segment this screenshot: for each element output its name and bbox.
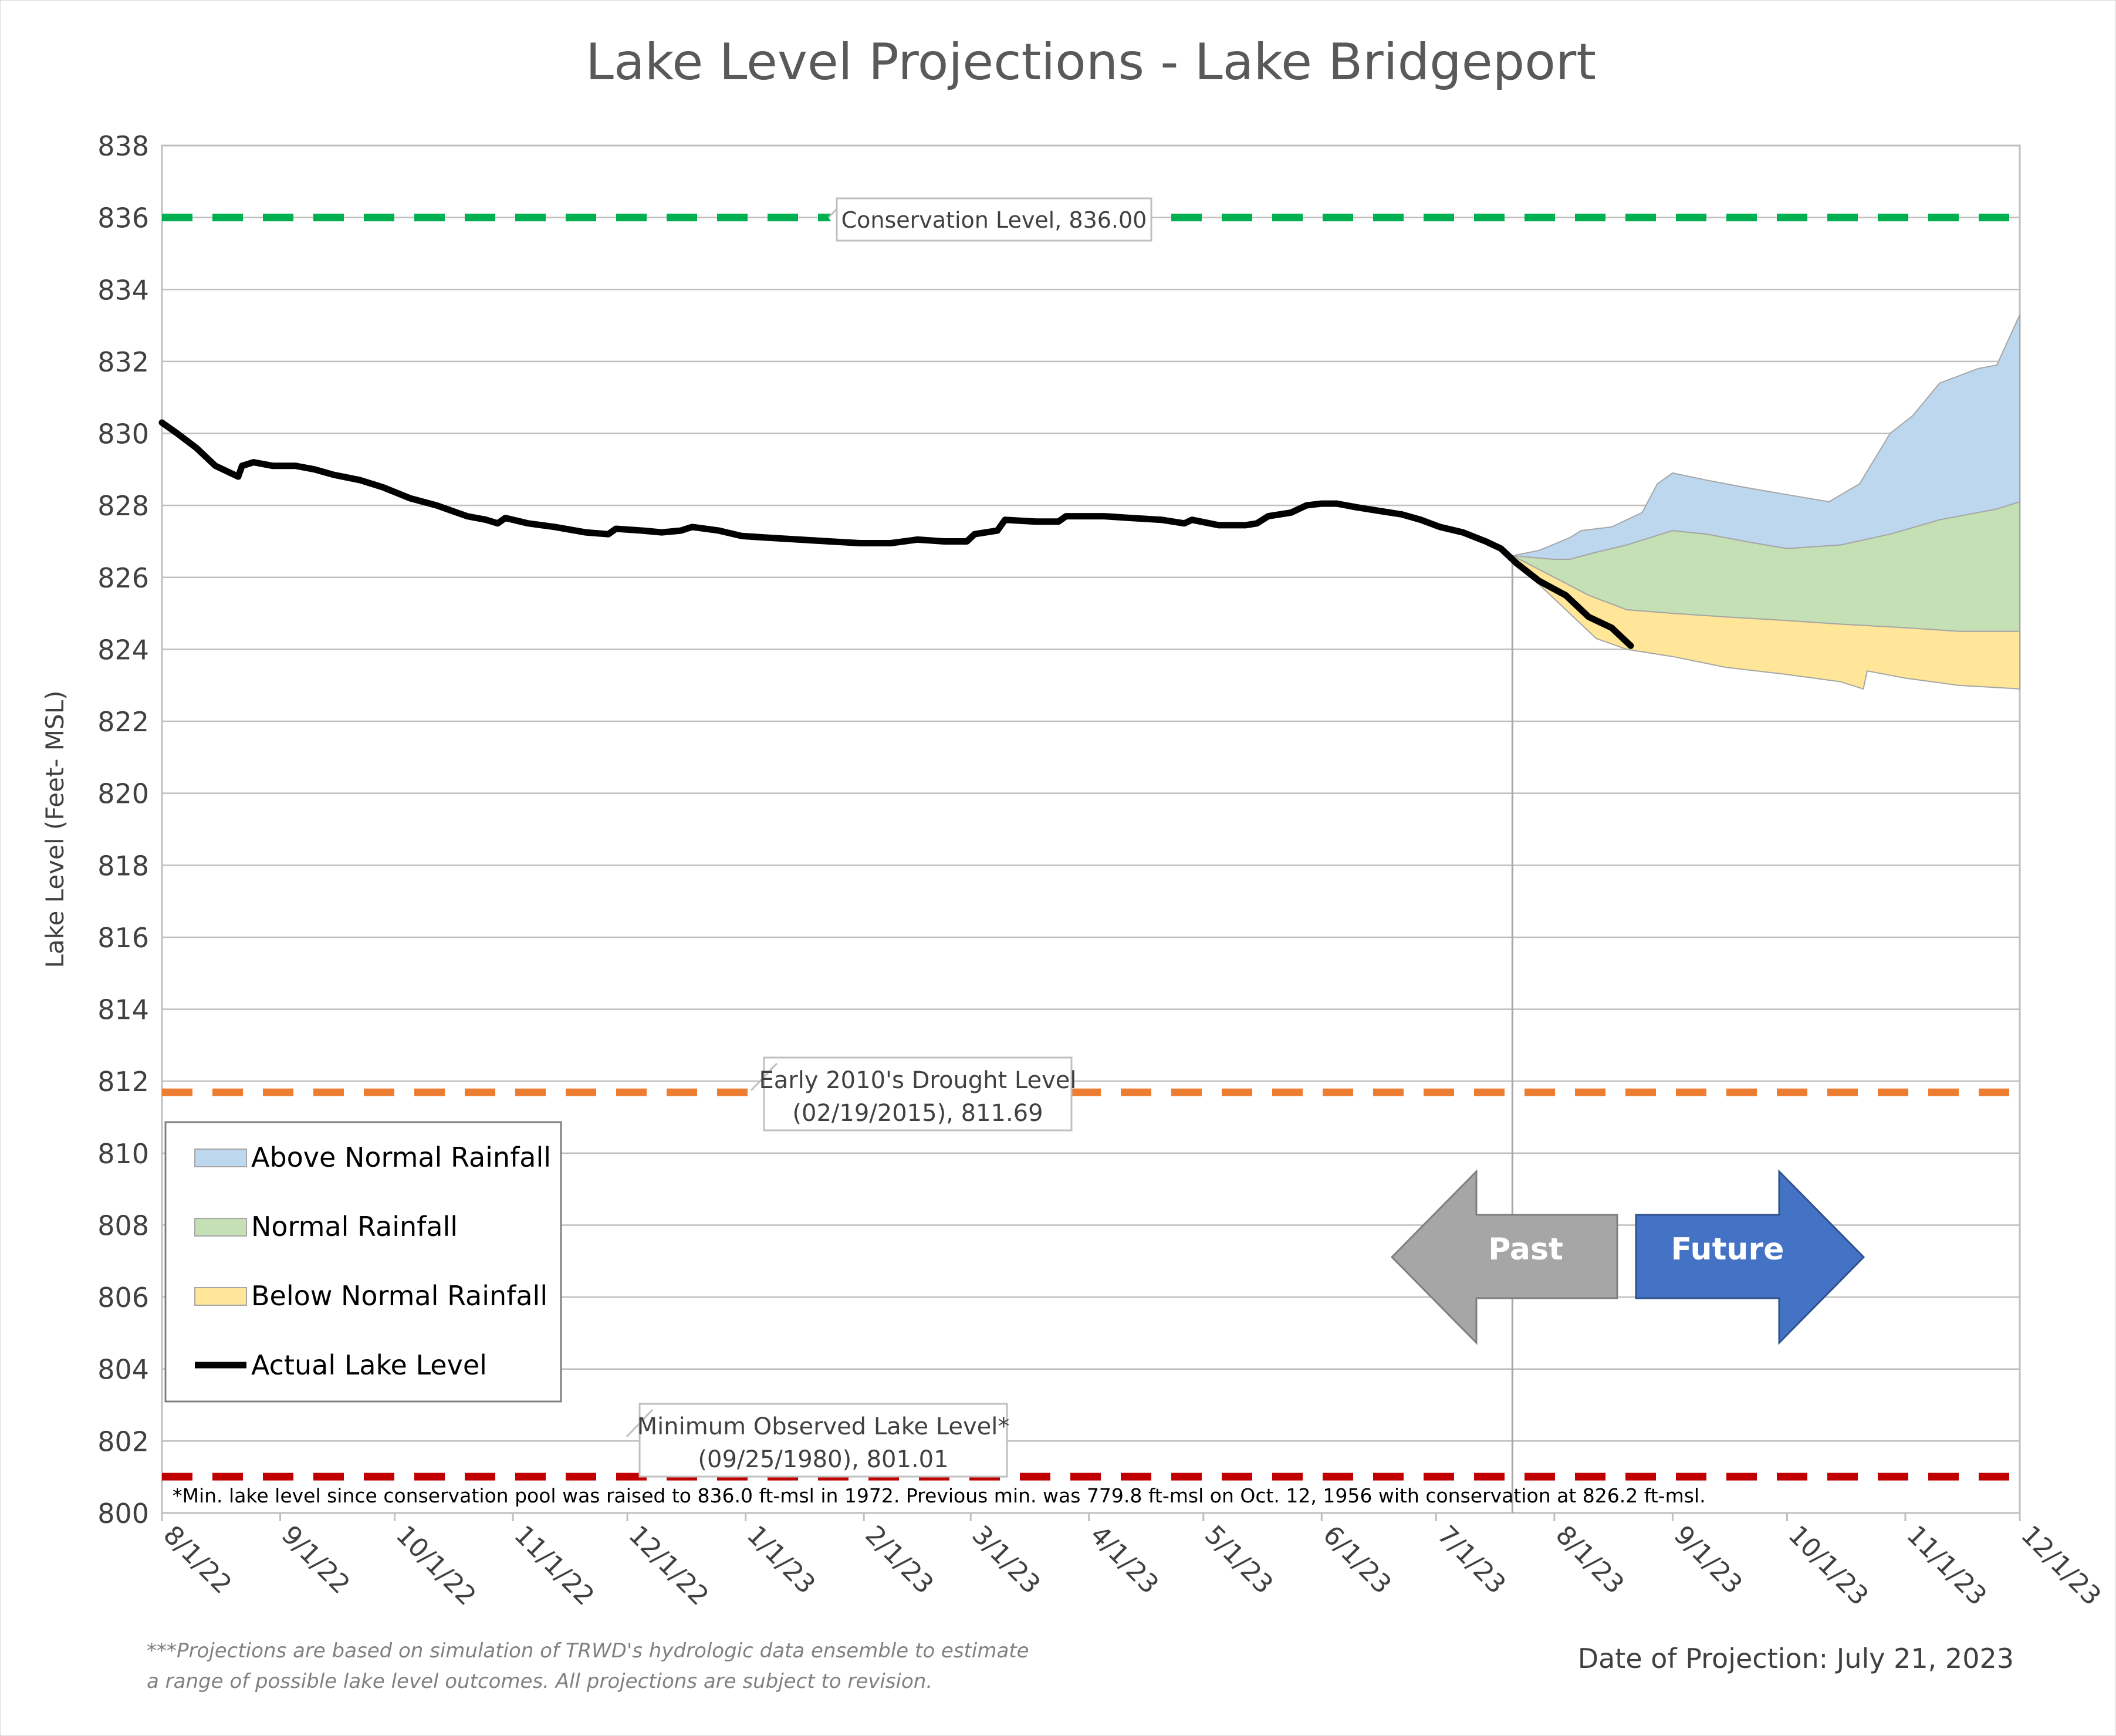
legend-swatch (194, 1287, 247, 1306)
drought-callout-text: (02/19/2015), 811.69 (792, 1100, 1043, 1127)
y-tick-label: 822 (97, 706, 149, 738)
x-tick-label: 7/1/23 (1432, 1520, 1512, 1600)
past-arrow-label: Past (1488, 1232, 1563, 1267)
y-tick-label: 828 (97, 490, 149, 522)
projection-footnote-line1: ***Projections are based on simulation o… (147, 1639, 1029, 1663)
x-tick-label: 2/1/23 (859, 1520, 939, 1600)
x-tick-label: 10/1/22 (390, 1520, 482, 1612)
chart-title: Lake Level Projections - Lake Bridgeport (586, 33, 1596, 92)
legend-label: Below Normal Rainfall (251, 1280, 547, 1312)
y-tick-label: 830 (97, 418, 149, 450)
y-tick-label: 838 (97, 130, 149, 162)
x-tick-label: 9/1/23 (1668, 1520, 1748, 1600)
legend-label: Actual Lake Level (251, 1349, 487, 1381)
minimum-callout-box (638, 1403, 1008, 1478)
x-tick-label: 6/1/23 (1317, 1520, 1397, 1600)
y-tick-label: 836 (97, 202, 149, 234)
y-tick-label: 834 (97, 274, 149, 306)
date-of-projection: Date of Projection: July 21, 2023 (1578, 1643, 2014, 1674)
legend-swatch (194, 1149, 247, 1167)
projection-footnote-line2: a range of possible lake level outcomes.… (147, 1670, 932, 1693)
band-below-normal-rainfall (1512, 555, 2020, 690)
drought-callout-box (763, 1056, 1073, 1132)
minimum-callout-text: Minimum Observed Lake Level* (637, 1413, 1010, 1440)
conservation-callout-box (836, 197, 1152, 242)
minimum-callout-pointer (626, 1409, 654, 1438)
x-tick-label: 12/1/22 (623, 1520, 714, 1612)
x-tick-label: 8/1/22 (157, 1520, 237, 1600)
x-tick-label: 11/1/23 (1901, 1520, 1992, 1612)
x-tick-label: 1/1/23 (741, 1520, 821, 1600)
legend-label: Normal Rainfall (251, 1211, 458, 1242)
y-tick-label: 816 (97, 922, 149, 954)
future-arrow (1635, 1169, 1865, 1345)
y-tick-label: 820 (97, 778, 149, 810)
legend-label: Above Normal Rainfall (251, 1141, 551, 1173)
y-axis-label: Lake Level (Feet- MSL) (40, 691, 69, 968)
conservation-callout-text: Conservation Level, 836.00 (841, 207, 1147, 233)
minimum-callout-text: (09/25/1980), 801.01 (698, 1446, 948, 1473)
x-tick-label: 3/1/23 (966, 1520, 1046, 1600)
y-tick-label: 806 (97, 1282, 149, 1313)
y-tick-label: 804 (97, 1354, 149, 1386)
y-tick-label: 826 (97, 562, 149, 594)
minimum-footnote: *Min. lake level since conservation pool… (173, 1484, 1706, 1507)
x-tick-label: 4/1/23 (1084, 1520, 1164, 1600)
drought-callout-text: Early 2010's Drought Level (759, 1067, 1077, 1094)
y-tick-label: 814 (97, 994, 149, 1026)
conservation-callout-pointer (827, 207, 838, 230)
legend-swatch (194, 1218, 247, 1237)
y-tick-label: 802 (97, 1426, 149, 1457)
x-tick-label: 10/1/23 (1783, 1520, 1874, 1612)
y-tick-label: 832 (97, 346, 149, 378)
y-tick-label: 808 (97, 1210, 149, 1241)
past-arrow (1390, 1169, 1618, 1345)
x-tick-label: 5/1/23 (1199, 1520, 1279, 1600)
plot-area-border (161, 144, 2021, 1514)
x-tick-label: 12/1/23 (2015, 1520, 2107, 1612)
y-tick-label: 824 (97, 634, 149, 666)
x-tick-label: 8/1/23 (1550, 1520, 1630, 1600)
future-arrow-label: Future (1671, 1232, 1784, 1267)
y-tick-label: 812 (97, 1066, 149, 1097)
legend-box (164, 1121, 562, 1403)
y-tick-label: 818 (97, 850, 149, 881)
x-tick-label: 9/1/22 (276, 1520, 356, 1600)
x-tick-label: 11/1/22 (508, 1520, 600, 1612)
y-tick-label: 800 (97, 1498, 149, 1529)
y-tick-label: 810 (97, 1138, 149, 1170)
drought-callout-pointer (750, 1062, 778, 1092)
actual-lake-level-line (158, 419, 1634, 649)
